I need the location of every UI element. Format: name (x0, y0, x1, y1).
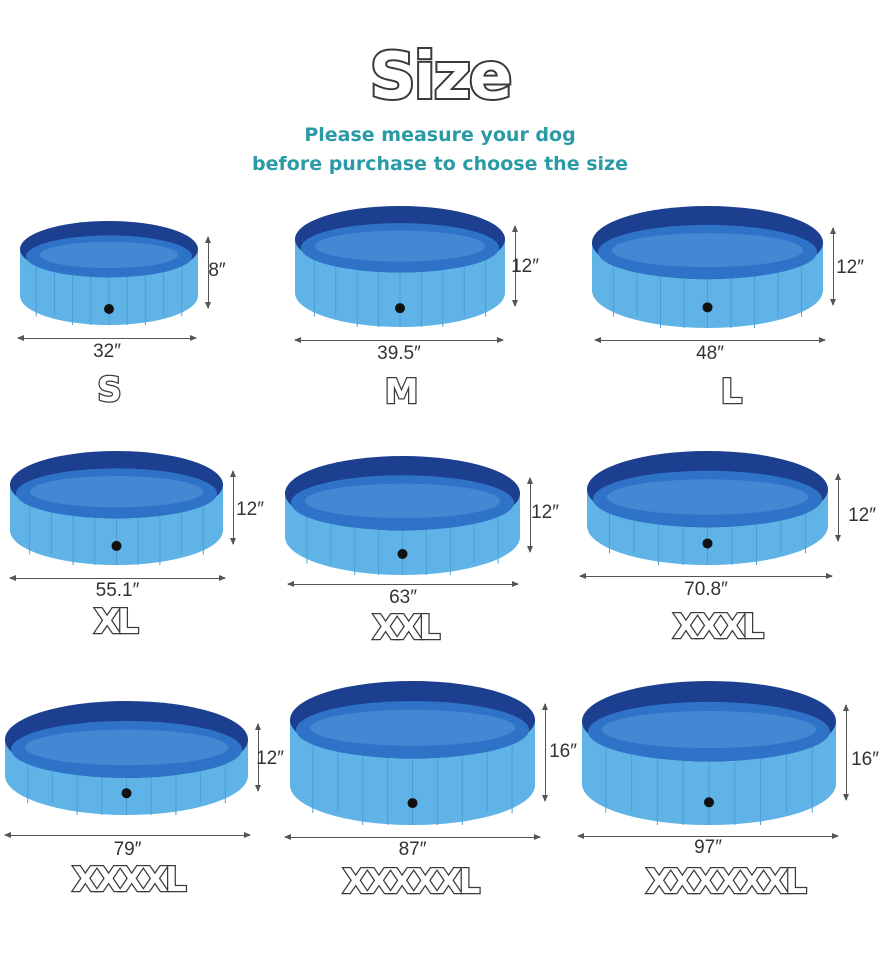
diameter-arrow (4, 832, 251, 838)
drain-plug-icon (397, 548, 408, 559)
size-label: XXXXXXL (645, 861, 808, 904)
height-label: 8″ (208, 260, 226, 281)
diameter-arrow (594, 337, 826, 343)
height-arrow (542, 702, 548, 803)
diameter-arrow (577, 833, 839, 839)
height-arrow (843, 703, 849, 802)
drain-plug-icon (111, 540, 122, 551)
size-label: XL (93, 601, 140, 644)
height-label: 16″ (851, 749, 879, 770)
drain-plug-icon (104, 303, 114, 314)
diameter-arrow (284, 834, 541, 840)
diameter-label: 48″ (696, 343, 724, 364)
pool-image (20, 221, 198, 325)
diameter-label: 70.8″ (684, 579, 728, 600)
drain-plug-icon (121, 788, 132, 799)
pool-image (295, 206, 505, 327)
size-label: XXXXXL (341, 861, 481, 904)
height-label: 12″ (531, 502, 559, 523)
height-arrow (512, 224, 518, 308)
size-label: M (383, 371, 419, 414)
height-arrow (230, 469, 236, 546)
height-arrow (835, 472, 841, 543)
diameter-label: 63″ (389, 587, 417, 608)
size-label: XXL (371, 607, 442, 650)
pool-image (285, 456, 520, 575)
height-arrow (205, 236, 211, 309)
height-label: 12″ (236, 499, 264, 520)
height-arrow (527, 476, 533, 554)
height-arrow (830, 226, 836, 307)
drain-plug-icon (702, 538, 713, 549)
drain-plug-icon (395, 303, 405, 314)
pool-image (290, 681, 535, 825)
pool-image (5, 701, 248, 815)
diameter-arrow (287, 581, 519, 587)
subtitle-line-2: before purchase to choose the size (252, 153, 628, 175)
height-label: 16″ (549, 741, 577, 762)
diameter-arrow (294, 337, 504, 343)
size-label: S (96, 369, 123, 412)
diameter-arrow (579, 573, 833, 579)
pool-image (582, 681, 836, 825)
diameter-label: 97″ (694, 837, 722, 858)
drain-plug-icon (702, 302, 713, 313)
pool-image (592, 206, 823, 328)
drain-plug-icon (704, 797, 714, 808)
diameter-label: 79″ (113, 839, 142, 860)
pool-image (10, 451, 223, 565)
height-label: 12″ (848, 505, 876, 526)
subtitle-line-1: Please measure your dog (304, 124, 576, 146)
diameter-arrow (9, 575, 226, 581)
page-title: Size (368, 38, 515, 116)
diameter-label: 87″ (398, 839, 427, 860)
height-label: 12″ (256, 748, 284, 769)
size-label: L (719, 371, 743, 414)
diameter-arrow (17, 335, 197, 341)
height-label: 12″ (511, 256, 539, 277)
diameter-label: 39.5″ (377, 343, 421, 364)
diameter-label: 32″ (93, 341, 121, 362)
size-label: XXXL (672, 606, 766, 649)
pool-image (587, 451, 828, 565)
height-arrow (255, 722, 261, 792)
diameter-label: 55.1″ (95, 580, 140, 601)
drain-plug-icon (407, 798, 418, 809)
size-label: XXXXL (71, 859, 188, 902)
height-label: 12″ (836, 257, 864, 278)
